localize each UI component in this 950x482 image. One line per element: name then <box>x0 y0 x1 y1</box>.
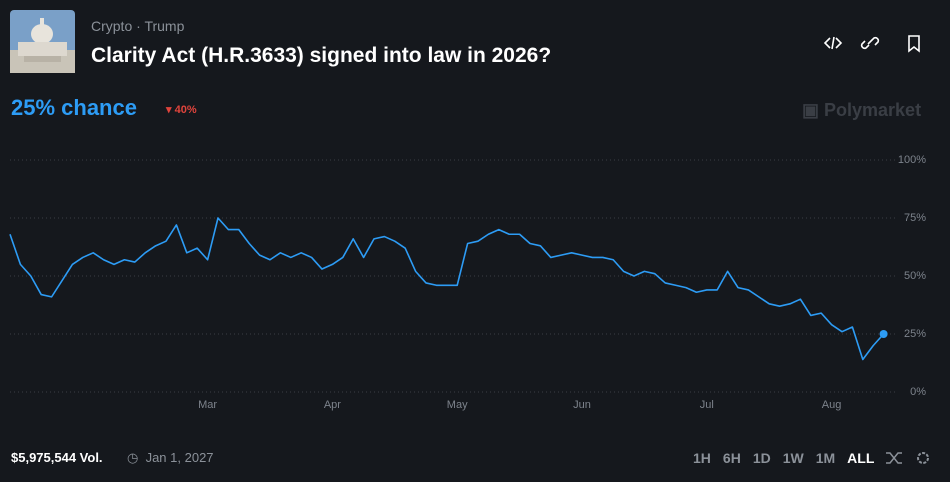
x-tick-label: Jul <box>700 399 714 411</box>
brand-name: Polymarket <box>824 100 922 120</box>
x-tick-label: May <box>447 399 468 411</box>
range-button[interactable]: 6H <box>722 450 741 466</box>
x-tick-label: Apr <box>324 399 341 411</box>
y-tick-label: 50% <box>904 270 926 282</box>
settings-icon[interactable] <box>917 452 929 464</box>
range-button[interactable]: 1H <box>693 450 711 466</box>
change-value: 40% <box>174 104 197 116</box>
link-icon[interactable] <box>860 36 880 50</box>
market-image <box>10 10 75 73</box>
y-tick-label: 100% <box>898 154 926 166</box>
x-tick-label: Mar <box>198 399 217 411</box>
brand: ▣ Polymarket <box>802 100 922 120</box>
end-date: Jan 1, 2027 <box>145 450 214 465</box>
last-point <box>879 330 888 338</box>
price-line <box>9 217 885 361</box>
embed-icon[interactable] <box>823 36 843 50</box>
range-button[interactable]: 1W <box>782 450 804 466</box>
range-buttons: 1H 6H 1D 1W 1M ALL <box>693 450 874 466</box>
range-button[interactable]: ALL <box>847 450 875 466</box>
y-tick-label: 25% <box>904 328 926 340</box>
chart-controls <box>886 452 929 464</box>
market-title: Clarity Act (H.R.3633) signed into law i… <box>91 44 552 67</box>
tags: Crypto · Trump <box>91 18 185 34</box>
end-date-row: ◷ Jan 1, 2027 <box>127 450 214 465</box>
y-tick-label: 0% <box>910 386 926 398</box>
range-button[interactable]: 1M <box>815 450 836 466</box>
y-tick-label: 75% <box>904 212 926 224</box>
volume: $5,975,544 Vol. <box>11 450 103 465</box>
chance: 25% chance <box>11 95 137 120</box>
tag[interactable]: Crypto <box>91 18 133 34</box>
x-tick-label: Aug <box>822 399 842 411</box>
actions <box>823 35 920 53</box>
chart: 0% 25% 50% 75% 100% Mar Apr May Jun Jul Aug <box>9 154 926 411</box>
x-tick-label: Jun <box>573 399 591 411</box>
shuffle-icon[interactable] <box>886 452 902 464</box>
change: ▾ 40% <box>166 104 197 116</box>
bookmark-icon[interactable] <box>908 35 920 53</box>
tag[interactable]: Trump <box>144 18 185 34</box>
range-button[interactable]: 1D <box>752 450 771 466</box>
